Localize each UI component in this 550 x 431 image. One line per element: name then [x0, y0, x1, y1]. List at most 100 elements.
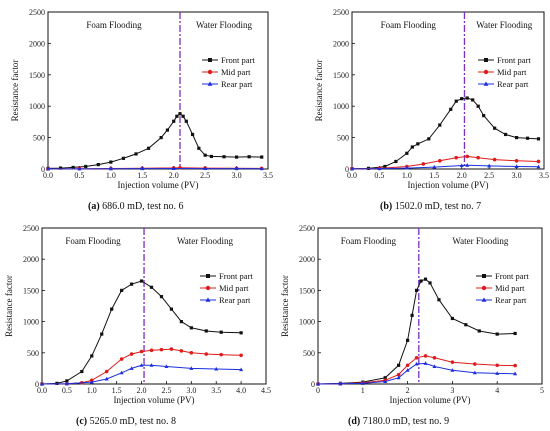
series-line — [41, 280, 242, 385]
y-tick-label: 500 — [33, 134, 45, 143]
data-point — [179, 349, 184, 353]
data-point — [406, 338, 410, 342]
x-tick-label: 1.0 — [87, 386, 97, 395]
data-point — [454, 99, 458, 103]
data-point — [432, 164, 437, 169]
legend-marker — [483, 69, 489, 75]
panel-caption: (c) 5265.0 mD, test no. 8 — [76, 416, 176, 427]
data-point — [396, 375, 401, 380]
data-point — [189, 326, 193, 330]
region-label-foam: Foam Flooding — [381, 20, 437, 30]
data-point — [465, 96, 469, 100]
x-tick-label: 1.0 — [402, 171, 412, 180]
x-axis-label: Injection volume (PV) — [408, 180, 489, 190]
data-point — [239, 331, 243, 335]
legend-marker — [205, 297, 211, 302]
data-point — [40, 381, 44, 386]
data-point — [84, 164, 88, 169]
y-tick-label: 0 — [311, 380, 315, 389]
y-tick-label: 1500 — [29, 71, 45, 80]
data-point — [513, 371, 518, 376]
data-point — [165, 128, 170, 132]
x-tick-label: 3.0 — [186, 386, 196, 395]
series-line — [41, 348, 242, 385]
legend-entry: Rear part — [476, 295, 527, 305]
data-point — [465, 154, 470, 159]
data-point — [438, 123, 442, 127]
data-point — [514, 159, 519, 163]
series-line — [317, 278, 516, 385]
data-point — [130, 282, 134, 286]
legend-entry: Front part — [200, 271, 253, 281]
chart-panel-b: 0.0 0.5 1.0 1.5 2.0 2.5 3.0 3.5 0 500 1000 1500 2000… — [314, 8, 549, 212]
series-line — [41, 364, 242, 385]
data-point — [495, 371, 500, 375]
panel-caption: (a) 686.0 mD, test no. 6 — [88, 201, 184, 212]
data-point — [140, 166, 145, 171]
data-point — [514, 164, 519, 168]
data-point — [405, 363, 410, 368]
legend-entry: Rear part — [478, 79, 529, 89]
data-point — [120, 288, 124, 292]
data-point — [459, 163, 464, 168]
data-point — [129, 352, 134, 356]
data-point — [514, 136, 519, 140]
data-point — [423, 361, 428, 365]
series-line — [47, 113, 262, 169]
data-point — [450, 368, 455, 372]
series-front-part — [46, 112, 264, 170]
x-tick-label: 2.5 — [200, 171, 210, 180]
series-line — [351, 97, 539, 170]
data-point — [419, 279, 423, 283]
x-tick-label: 0 — [316, 386, 320, 395]
x-tick-label: 0.0 — [37, 386, 47, 395]
legend-label: Front part — [219, 271, 253, 281]
data-point — [134, 152, 138, 156]
data-point — [204, 352, 209, 356]
y-tick-label: 2500 — [333, 8, 349, 17]
y-tick-label: 2000 — [29, 39, 45, 48]
legend-label: Mid part — [497, 67, 527, 77]
data-point — [377, 166, 382, 171]
data-point — [214, 366, 219, 371]
data-point — [360, 381, 365, 385]
x-tick-label: 0.5 — [74, 171, 84, 180]
data-point — [77, 166, 82, 171]
y-axis-label: Resistance factor — [4, 275, 14, 337]
data-point — [338, 381, 343, 386]
caption-letter: (d) — [348, 416, 360, 427]
series-rear-part — [40, 363, 244, 386]
y-tick-label: 0 — [41, 165, 45, 174]
y-tick-label: 0 — [35, 380, 39, 389]
data-point — [536, 159, 541, 164]
caption-letter: (b) — [380, 201, 392, 212]
data-point — [410, 145, 414, 149]
data-point — [437, 298, 441, 302]
y-tick-label: 1500 — [299, 286, 315, 295]
data-point — [427, 137, 431, 141]
x-tick-label: 4.5 — [261, 386, 271, 395]
data-point — [410, 313, 414, 317]
legend-marker — [481, 297, 487, 302]
y-tick-label: 2500 — [23, 224, 39, 233]
x-tick-label: 2.0 — [457, 171, 467, 180]
y-tick-label: 1000 — [29, 102, 45, 111]
data-point — [449, 107, 453, 111]
data-point — [259, 166, 264, 171]
data-point — [169, 307, 174, 311]
legend-entry: Mid part — [202, 67, 251, 77]
data-point — [405, 151, 409, 155]
data-point — [493, 126, 497, 130]
legend-label: Rear part — [219, 295, 251, 305]
data-point — [209, 154, 214, 159]
data-point — [178, 112, 182, 116]
y-tick-label: 1000 — [299, 318, 315, 327]
data-point — [104, 376, 109, 381]
data-point — [190, 132, 195, 137]
legend-marker — [208, 58, 212, 62]
data-point — [159, 295, 164, 299]
legend-marker — [207, 69, 213, 75]
data-point — [108, 166, 113, 171]
x-tick-label: 1.0 — [106, 171, 116, 180]
